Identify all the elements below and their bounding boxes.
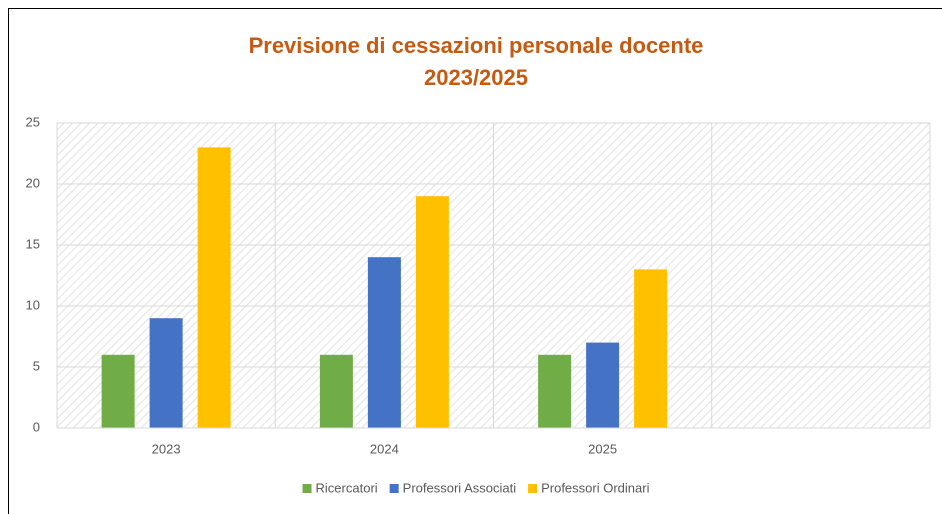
legend-swatch (528, 484, 538, 493)
y-tick-label: 10 (26, 297, 40, 312)
y-tick-label: 5 (33, 358, 40, 373)
bar (586, 342, 620, 428)
bar (197, 147, 231, 428)
bar (634, 269, 668, 428)
bar (319, 354, 353, 428)
x-tick-label: 2023 (152, 441, 181, 456)
y-tick-label: 15 (26, 236, 40, 251)
chart-subtitle: 2023/2025 (424, 65, 528, 90)
bar (367, 257, 401, 428)
bar (149, 318, 183, 428)
chart-title: Previsione di cessazioni personale docen… (249, 33, 704, 58)
y-tick-label: 20 (26, 175, 40, 190)
legend-label: Professori Ordinari (541, 480, 649, 495)
legend-swatch (389, 484, 399, 493)
x-tick-label: 2024 (370, 441, 399, 456)
y-tick-label: 0 (33, 419, 40, 434)
bar (415, 196, 449, 428)
legend-label: Ricercatori (316, 480, 378, 495)
y-tick-label: 25 (26, 114, 40, 129)
legend-swatch (302, 484, 312, 493)
legend-label: Professori Associati (403, 480, 517, 495)
bar (538, 354, 572, 428)
bar (101, 354, 135, 428)
x-tick-label: 2025 (588, 441, 617, 456)
